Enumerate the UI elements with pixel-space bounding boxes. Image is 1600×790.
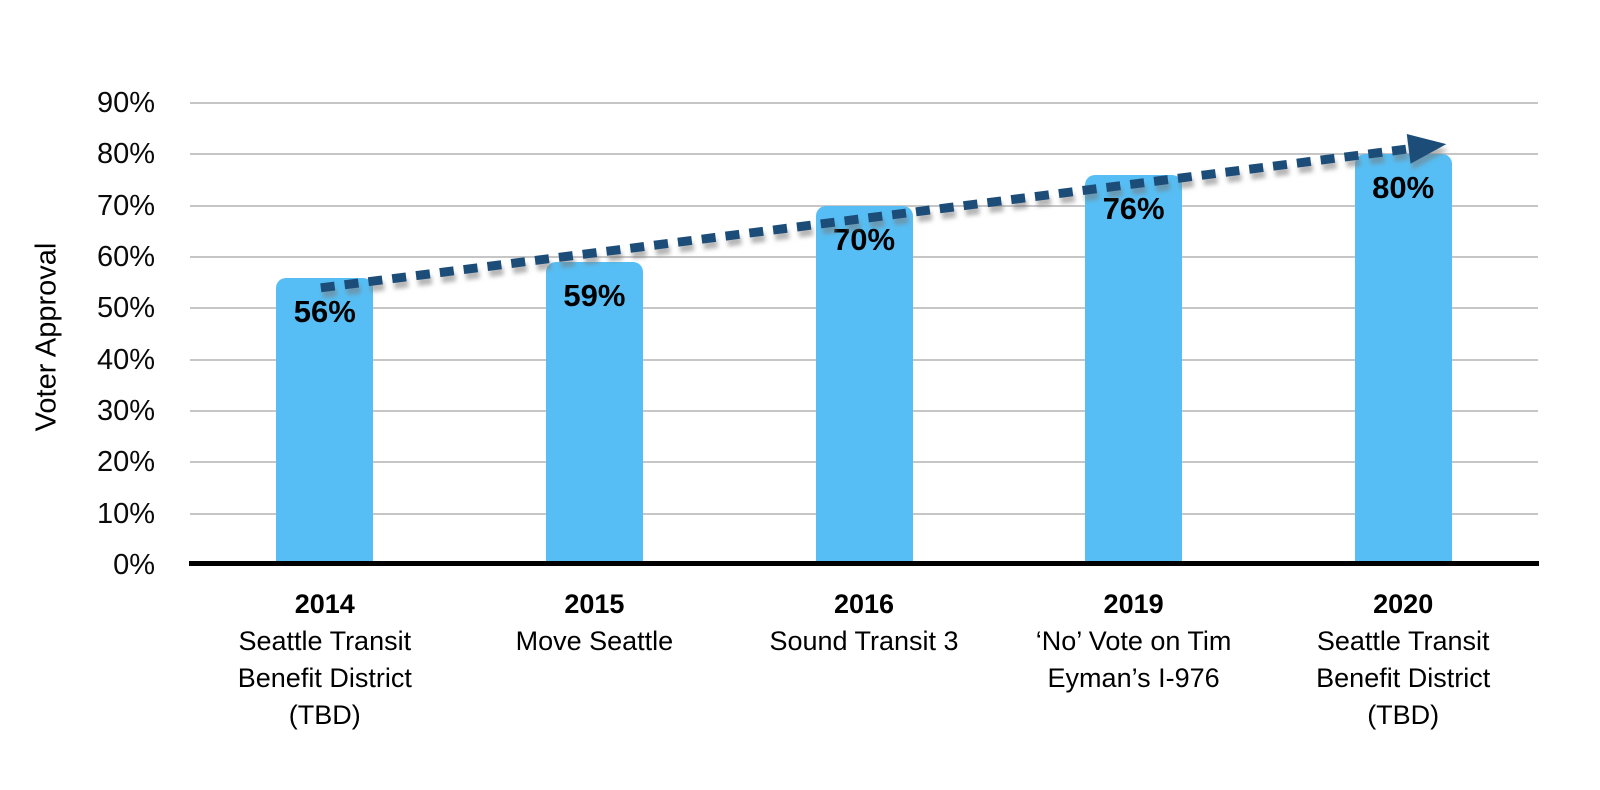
bar-value-label: 80% (1372, 170, 1435, 206)
gridline (190, 153, 1538, 156)
category-description-line: Seattle Transit (238, 626, 412, 656)
category-label: 2019 ‘No’ Vote on Tim Eyman’s I-976 (984, 586, 1284, 697)
y-tick-label: 30% (96, 395, 155, 427)
category-label: 2020 Seattle Transit Benefit District (TBD) (1253, 586, 1553, 734)
category-year: 2015 (564, 589, 625, 619)
bar (545, 262, 643, 565)
y-tick-label: 50% (96, 292, 155, 325)
category-label: 2014 Seattle Transit Benefit District (TBD) (175, 586, 475, 734)
bar-value-label: 59% (563, 278, 626, 314)
category-label: 2016 Sound Transit 3 (714, 586, 1014, 660)
category-year: 2020 (1373, 589, 1434, 619)
bar-value-label: 76% (1102, 190, 1165, 226)
category-description-line: Move Seattle (515, 626, 674, 656)
category-description-line: Eyman’s I-976 (1047, 663, 1220, 693)
x-axis-line (189, 561, 1539, 566)
category-year: 2014 (294, 589, 355, 619)
bar (1085, 174, 1183, 565)
y-tick-label: 90% (96, 87, 155, 119)
bar (1354, 154, 1452, 565)
gridline (190, 102, 1538, 104)
y-tick-label: 0% (113, 549, 155, 581)
y-tick-label: 10% (96, 497, 155, 530)
bar (815, 205, 913, 565)
category-label: 2015 Move Seattle (444, 586, 744, 660)
category-description-line: (TBD) (1367, 700, 1440, 730)
y-tick-label: 60% (96, 241, 155, 273)
y-tick-label: 70% (96, 189, 155, 222)
bar (276, 277, 374, 565)
bar-value-label: 70% (832, 221, 896, 257)
y-tick-label: 20% (96, 446, 155, 479)
category-description-line: ‘No’ Vote on Tim (1035, 626, 1232, 656)
category-year: 2016 (833, 589, 895, 619)
category-description-line: Seattle Transit (1316, 626, 1490, 656)
category-description-line: Benefit District (1316, 663, 1491, 693)
bar-value-label: 56% (293, 293, 356, 329)
y-tick-label: 40% (96, 343, 155, 376)
category-description-line: Sound Transit 3 (769, 626, 959, 656)
y-tick-label: 80% (96, 138, 155, 171)
category-year: 2019 (1103, 589, 1164, 619)
category-description-line: Benefit District (237, 663, 412, 693)
category-description-line: (TBD) (288, 700, 361, 730)
